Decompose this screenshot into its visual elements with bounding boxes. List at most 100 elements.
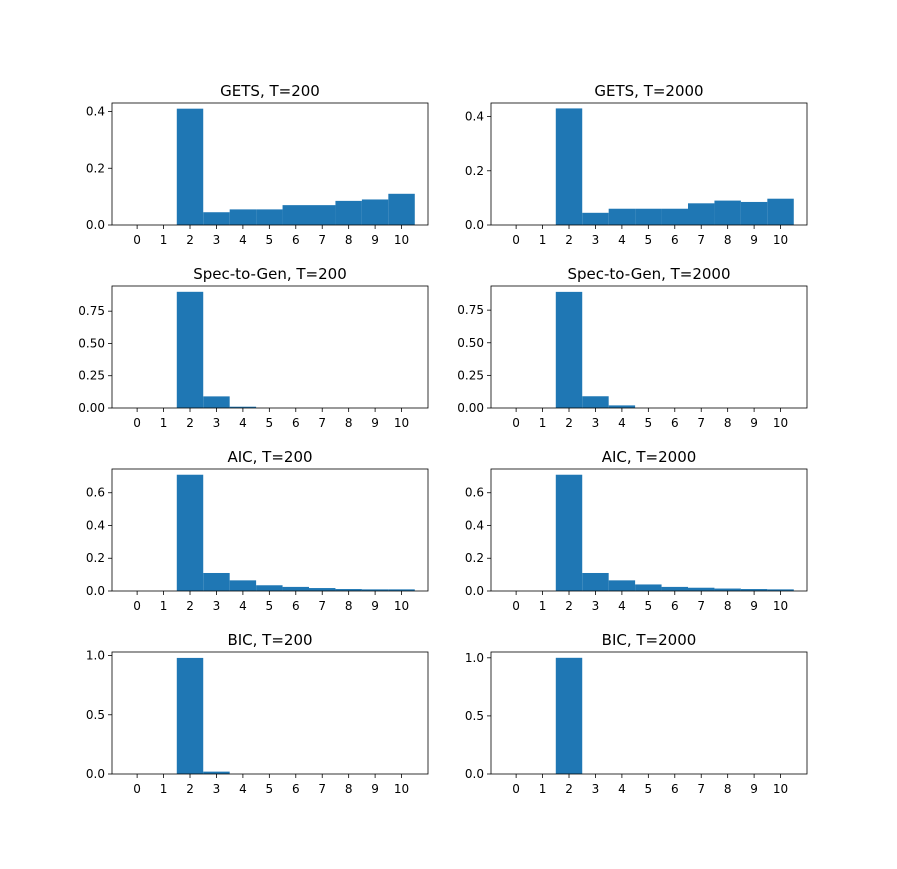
x-tick-label: 9	[750, 599, 758, 613]
subplot-title: BIC, T=200	[227, 631, 312, 649]
x-tick-label: 10	[773, 416, 788, 430]
axes-frame	[490, 468, 808, 592]
x-tick-label: 7	[697, 416, 705, 430]
subplot-6: BIC, T=200 0.0 0.5 1.0 0 1 2 3 4 5 6 7 8 9 10	[86, 631, 429, 796]
y-tick-label: 0.2	[86, 551, 105, 565]
bar	[661, 208, 689, 225]
x-tick-label: 4	[618, 233, 626, 247]
x-tick-label: 5	[266, 233, 274, 247]
y-tick-label: 1.0	[465, 651, 484, 665]
subplot-title: AIC, T=2000	[602, 448, 697, 466]
subplot-title: AIC, T=200	[227, 448, 312, 466]
x-tick-label: 8	[345, 416, 353, 430]
x-tick-label: 9	[750, 233, 758, 247]
y-tick-label: 1.0	[86, 649, 105, 663]
bar	[608, 208, 636, 225]
subplot-2: Spec-to-Gen, T=200 0.00 0.25 0.50 0.75 0 1 2 3 4 5…	[78, 265, 429, 430]
bar	[203, 396, 230, 408]
x-tick-label: 4	[239, 233, 247, 247]
bar	[740, 201, 768, 225]
bar	[388, 193, 415, 225]
x-tick-label: 7	[697, 599, 705, 613]
y-tick-label: 0.2	[86, 161, 105, 175]
x-tick-label: 5	[645, 599, 653, 613]
bar	[361, 199, 389, 225]
x-tick-label: 9	[750, 782, 758, 796]
x-tick-label: 2	[186, 233, 194, 247]
x-tick-label: 4	[239, 416, 247, 430]
y-tick-label: 0.6	[465, 486, 484, 500]
x-tick-label: 5	[645, 233, 653, 247]
x-tick-label: 6	[671, 416, 679, 430]
x-tick-label: 0	[133, 599, 141, 613]
bar	[608, 405, 636, 408]
bar	[176, 108, 204, 225]
y-tick-label: 0.4	[86, 518, 105, 532]
y-tick-label: 0.2	[465, 551, 484, 565]
x-tick-label: 9	[371, 233, 379, 247]
y-tick-label: 0.6	[86, 486, 105, 500]
subplot-title: GETS, T=200	[220, 82, 320, 100]
bar	[176, 291, 204, 408]
bar	[555, 657, 583, 774]
x-tick-label: 8	[345, 782, 353, 796]
x-tick-label: 3	[213, 782, 221, 796]
x-tick-label: 6	[292, 599, 300, 613]
x-tick-label: 2	[186, 782, 194, 796]
x-tick-label: 4	[239, 599, 247, 613]
x-tick-label: 10	[773, 599, 788, 613]
x-tick-label: 5	[266, 782, 274, 796]
y-tick-label: 0.5	[86, 708, 105, 722]
y-tick-label: 0.4	[465, 518, 484, 532]
x-tick-label: 5	[645, 782, 653, 796]
x-tick-label: 8	[724, 599, 732, 613]
bar	[688, 203, 715, 225]
subplot-4: AIC, T=200 0.0 0.2 0.4 0.6 0 1 2 3 4 5 6 7 8 9 10	[86, 448, 429, 613]
x-tick-label: 8	[345, 233, 353, 247]
subplot-1: GETS, T=2000 0.0 0.2 0.4 0 1 2 3 4 5 6 7 8 9 10	[465, 82, 808, 247]
subplot-5: AIC, T=2000 0.0 0.2 0.4 0.6 0 1 2 3 4 5 6 7 8 9 10	[465, 448, 808, 613]
bar	[256, 585, 283, 591]
x-tick-label: 1	[539, 782, 547, 796]
x-tick-label: 0	[512, 782, 520, 796]
y-tick-label: 0.0	[465, 767, 484, 781]
x-tick-label: 7	[318, 599, 326, 613]
x-tick-label: 9	[750, 416, 758, 430]
bar	[203, 572, 230, 591]
x-tick-label: 1	[160, 782, 168, 796]
x-tick-label: 1	[539, 233, 547, 247]
x-tick-label: 7	[318, 416, 326, 430]
bar	[335, 589, 362, 591]
x-tick-label: 6	[292, 233, 300, 247]
subplot-title: GETS, T=2000	[594, 82, 703, 100]
x-tick-label: 0	[133, 416, 141, 430]
x-tick-label: 10	[394, 416, 409, 430]
bar	[635, 584, 662, 591]
x-tick-label: 3	[592, 782, 600, 796]
bar	[714, 588, 741, 591]
y-tick-label: 0.00	[78, 401, 105, 415]
bar	[582, 396, 609, 408]
x-tick-label: 3	[213, 599, 221, 613]
bar	[176, 474, 204, 591]
x-tick-label: 6	[292, 416, 300, 430]
x-tick-label: 9	[371, 782, 379, 796]
x-tick-label: 4	[618, 416, 626, 430]
bar	[635, 208, 662, 225]
bar	[555, 108, 583, 225]
x-tick-label: 4	[618, 782, 626, 796]
y-tick-label: 0.0	[86, 218, 105, 232]
x-tick-label: 7	[697, 233, 705, 247]
x-tick-label: 8	[724, 233, 732, 247]
bar	[582, 212, 609, 225]
bar	[176, 657, 204, 774]
axes-frame	[490, 651, 808, 775]
bar	[714, 200, 741, 225]
y-tick-label: 0.00	[457, 401, 484, 415]
x-tick-label: 6	[292, 782, 300, 796]
bar	[229, 580, 257, 591]
bar	[309, 205, 336, 225]
x-tick-label: 3	[592, 599, 600, 613]
